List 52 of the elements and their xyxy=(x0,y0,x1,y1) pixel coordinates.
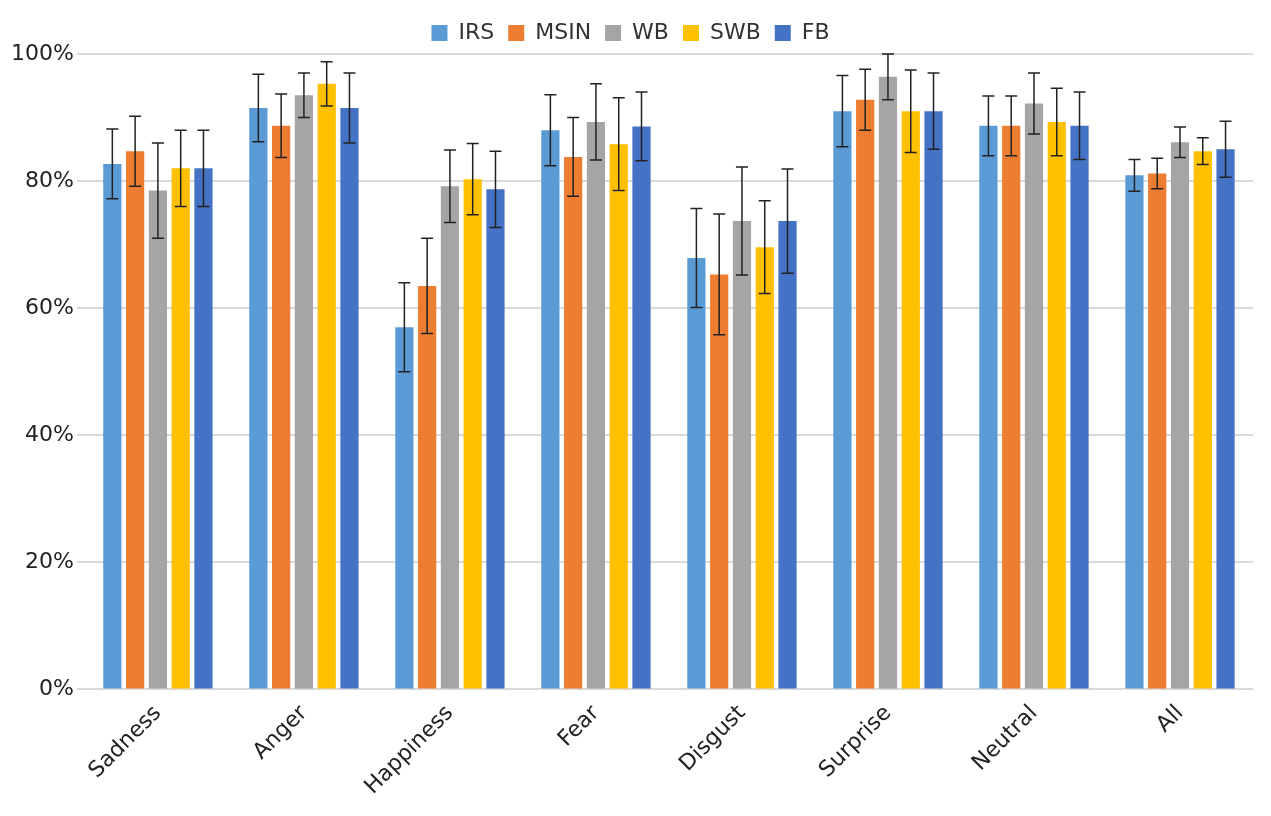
bar xyxy=(1047,121,1066,689)
bar xyxy=(340,108,359,689)
y-tick-label: 20% xyxy=(24,548,74,574)
bar xyxy=(1024,103,1044,689)
bar xyxy=(440,186,460,689)
bar xyxy=(901,111,920,689)
legend-label: FB xyxy=(801,18,830,44)
legend-label: SWB xyxy=(709,18,761,44)
bar xyxy=(171,168,190,689)
bar xyxy=(778,221,797,689)
bar xyxy=(395,327,414,689)
y-tick-label: 100% xyxy=(10,39,74,65)
bar xyxy=(586,121,606,689)
bar xyxy=(732,221,752,689)
bar xyxy=(1002,125,1021,689)
bar xyxy=(1070,125,1089,689)
bar xyxy=(1216,149,1235,689)
bar xyxy=(924,111,943,689)
bar xyxy=(103,163,122,689)
bar xyxy=(294,95,314,689)
bar xyxy=(463,179,482,689)
y-tick-label: 60% xyxy=(24,293,74,319)
bar xyxy=(833,111,852,689)
y-tick-label: 80% xyxy=(24,166,74,192)
y-tick-label: 40% xyxy=(24,420,74,446)
bar xyxy=(249,108,268,689)
bar xyxy=(1193,151,1212,689)
bar xyxy=(856,99,875,689)
legend-label: IRS xyxy=(458,18,495,44)
bar xyxy=(979,125,998,689)
bar xyxy=(541,130,560,689)
bar xyxy=(486,189,505,689)
bar xyxy=(272,125,291,689)
bar xyxy=(317,83,336,689)
bar xyxy=(878,76,898,689)
x-tick-label: All xyxy=(1150,699,1188,737)
bar xyxy=(710,274,729,689)
bar xyxy=(687,257,706,689)
bar xyxy=(632,126,651,689)
bar xyxy=(1170,142,1190,689)
y-tick-label: 0% xyxy=(38,675,74,701)
bar xyxy=(609,144,628,689)
bar xyxy=(1148,173,1167,689)
bar xyxy=(126,151,145,689)
bar xyxy=(194,168,213,689)
bar xyxy=(755,247,774,689)
legend-label: MSIN xyxy=(535,18,592,44)
bar xyxy=(1125,175,1144,689)
bar xyxy=(148,190,168,689)
legend-label: WB xyxy=(632,18,669,44)
bar xyxy=(564,156,583,689)
bar xyxy=(418,285,437,689)
